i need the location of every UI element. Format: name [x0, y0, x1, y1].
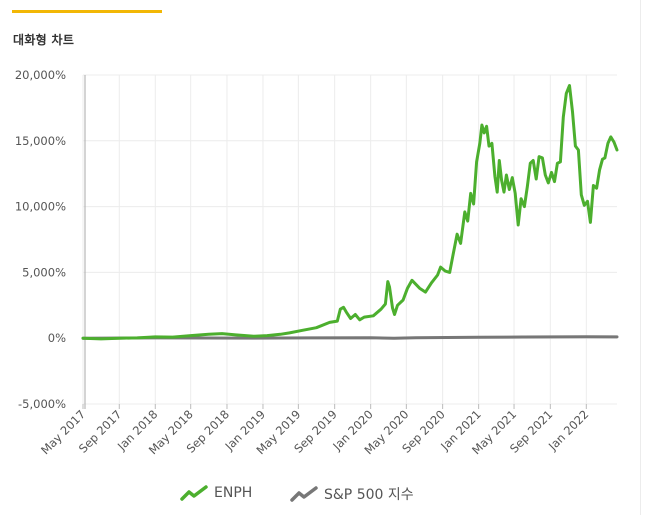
chart-title: 대화형 차트	[13, 33, 75, 47]
y-tick-label: 0%	[48, 331, 66, 345]
y-tick-label: 15,000%	[15, 134, 66, 148]
y-tick-label: -5,000%	[18, 397, 66, 411]
series-line-sp500[interactable]	[81, 335, 619, 340]
line-trend-icon	[180, 485, 208, 501]
legend-label-sp500: S&P 500 지수	[324, 487, 414, 503]
legend: ENPH S&P 500 지수	[0, 484, 640, 510]
y-tick-label: 10,000%	[15, 200, 66, 214]
series-lines	[81, 84, 619, 341]
legend-item-enph[interactable]: ENPH	[180, 484, 252, 502]
y-axis-ticks: 20,000% 15,000% 10,000% 5,000% 0% -5,000%	[15, 68, 66, 411]
y-tick-label: 5,000%	[22, 265, 66, 279]
title-accent-bar	[12, 10, 162, 13]
y-tick-label: 20,000%	[15, 68, 66, 82]
legend-label-enph: ENPH	[214, 485, 253, 501]
legend-item-sp500[interactable]: S&P 500 지수	[290, 484, 414, 504]
grid	[82, 74, 617, 409]
series-line-enph[interactable]	[81, 84, 619, 341]
line-chart[interactable]: 20,000% 15,000% 10,000% 5,000% 0% -5,000% May…	[0, 0, 640, 480]
line-trend-icon	[290, 486, 318, 502]
